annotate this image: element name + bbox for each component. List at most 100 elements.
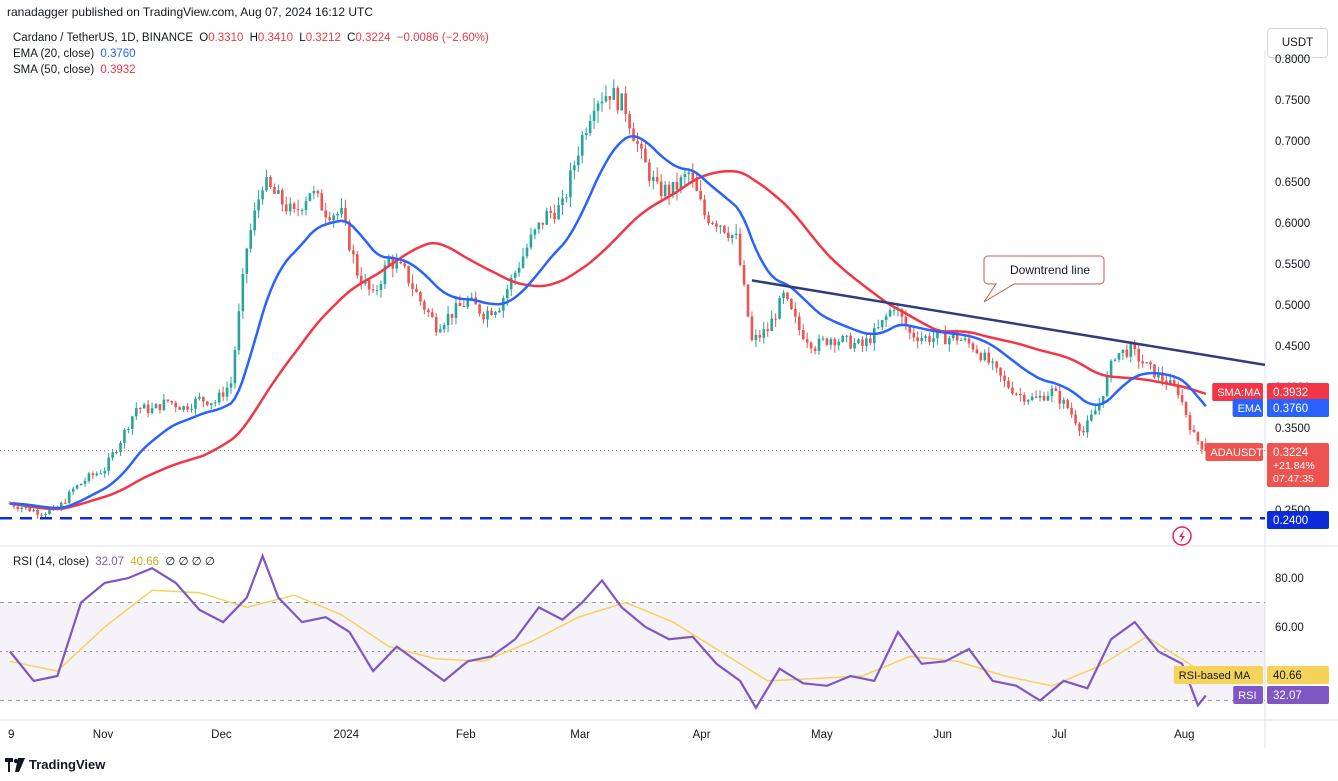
- candle-body: [1117, 353, 1121, 360]
- candle-body: [1200, 441, 1204, 450]
- candle-body: [754, 335, 758, 341]
- candle-body: [16, 506, 20, 509]
- candle-body: [1121, 349, 1125, 354]
- rsi-ma-line: [9, 589, 1207, 687]
- candle-body: [525, 247, 529, 257]
- candle-body: [979, 353, 983, 361]
- candle-body: [1038, 395, 1042, 398]
- candle-body: [217, 392, 221, 403]
- time-tick-label: Apr: [693, 729, 711, 741]
- sma-value: 0.3932: [100, 64, 136, 76]
- candle-body: [569, 170, 572, 198]
- candle-body: [841, 335, 845, 342]
- time-tick-label: Jun: [933, 729, 952, 741]
- high-label: H: [249, 32, 258, 44]
- candle-body: [726, 232, 730, 239]
- candle-body: [1184, 401, 1188, 416]
- price-badge-value-bg: [1267, 383, 1329, 401]
- candle-body: [734, 233, 738, 236]
- candle-body: [229, 383, 233, 388]
- time-tick-label: 9: [8, 729, 14, 741]
- price-badge-label: EMA: [1238, 403, 1263, 415]
- candle-body: [20, 507, 24, 509]
- candle-body: [880, 319, 884, 328]
- candle-body: [146, 404, 150, 414]
- candle-body: [730, 235, 734, 239]
- ema-legend[interactable]: EMA (20, close) 0.3760: [13, 46, 136, 62]
- candle-body: [892, 310, 896, 312]
- candle-body: [119, 443, 122, 452]
- candle-body: [1172, 380, 1176, 386]
- candle-body: [612, 87, 616, 100]
- candle-body: [470, 297, 474, 300]
- candle-body: [158, 404, 162, 410]
- candle-body: [170, 401, 174, 403]
- candle-body: [861, 339, 864, 346]
- candle-body: [1015, 393, 1018, 395]
- time-tick-label: 2024: [334, 729, 360, 741]
- candle-body: [801, 329, 805, 340]
- candle-body: [667, 184, 671, 195]
- tradingview-logo[interactable]: TradingView: [5, 757, 105, 772]
- candle-body: [1097, 403, 1101, 411]
- candle-body: [1011, 387, 1014, 394]
- candle-body: [300, 209, 304, 211]
- price-tick-label: 0.6500: [1275, 177, 1310, 189]
- candle-body: [304, 200, 308, 210]
- candle-body: [202, 396, 205, 402]
- candle-body: [1086, 420, 1089, 433]
- candle-body: [32, 509, 35, 512]
- currency-button[interactable]: USDT: [1267, 28, 1328, 58]
- candle-body: [237, 311, 241, 351]
- candle-body: [131, 416, 134, 429]
- candle-body: [805, 339, 809, 343]
- candle-body: [324, 210, 328, 218]
- candle-body: [241, 273, 245, 312]
- candle-body: [281, 190, 284, 205]
- candle-body: [869, 338, 872, 344]
- candle-body: [975, 349, 979, 354]
- candle-body: [679, 177, 683, 190]
- candle-body: [359, 275, 363, 284]
- candle-body: [1176, 385, 1180, 396]
- price-tick-label: 0.5000: [1275, 300, 1310, 312]
- time-tick-label: May: [811, 729, 833, 741]
- candle-body: [24, 507, 28, 509]
- candle-body: [1180, 395, 1184, 402]
- candle-body: [557, 205, 560, 220]
- candle-body: [912, 332, 916, 338]
- candle-body: [1058, 390, 1062, 404]
- candle-body: [1153, 364, 1156, 378]
- candle-body: [813, 348, 817, 351]
- sma-label: SMA (50, close): [13, 64, 95, 76]
- symbol-name[interactable]: Cardano / TetherUS, 1D, BINANCE: [13, 32, 194, 44]
- candle-body: [123, 429, 126, 444]
- candle-body: [430, 312, 434, 318]
- candle-body: [959, 340, 963, 342]
- candle-body: [951, 334, 955, 339]
- candle-body: [616, 87, 620, 111]
- candle-body: [573, 165, 576, 171]
- candle-body: [517, 267, 521, 273]
- rsi-extra: ∅ ∅ ∅ ∅: [165, 556, 215, 568]
- price-tick-label: 0.6000: [1275, 218, 1310, 230]
- candle-body: [83, 480, 87, 484]
- price-badge-value: 0.3224: [1273, 447, 1309, 459]
- candle-body: [853, 342, 856, 349]
- rsi-label: RSI (14, close): [13, 556, 90, 568]
- publisher-line: ranadagger published on TradingView.com,…: [7, 5, 374, 19]
- candle-body: [312, 190, 316, 194]
- candle-body: [320, 193, 324, 211]
- candle-body: [746, 284, 750, 317]
- sma-legend[interactable]: SMA (50, close) 0.3932: [13, 62, 136, 78]
- candle-body: [1007, 380, 1010, 388]
- rsi-legend[interactable]: RSI (14, close) 32.07 40.66 ∅ ∅ ∅ ∅: [13, 554, 215, 570]
- candle-body: [288, 203, 292, 212]
- candle-body: [608, 96, 612, 100]
- candle-body: [790, 298, 793, 309]
- candle-body: [367, 280, 371, 290]
- candle-body: [991, 361, 994, 363]
- candle-body: [872, 327, 876, 344]
- candle-body: [932, 338, 935, 343]
